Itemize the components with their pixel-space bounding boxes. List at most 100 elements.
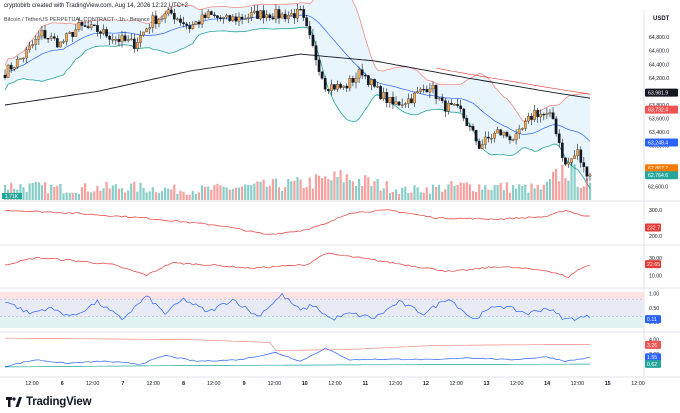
pane-value-tag xyxy=(645,260,661,269)
candle xyxy=(437,96,441,101)
candle xyxy=(71,31,75,42)
volume-bar xyxy=(339,170,342,200)
candle xyxy=(286,11,290,24)
volume-bar xyxy=(410,192,413,200)
candle-body xyxy=(166,9,170,15)
volume-bar xyxy=(505,182,508,200)
candle-body xyxy=(333,84,336,90)
pane-tick-label: 1.00 xyxy=(649,291,659,297)
candle xyxy=(176,17,179,21)
candle-body xyxy=(40,30,44,37)
pane-tick-label: 0.00 xyxy=(649,320,659,326)
candle xyxy=(579,146,583,168)
candle-body xyxy=(151,15,155,28)
volume-bar xyxy=(68,193,71,200)
pane-tick-label: 300.0 xyxy=(649,208,662,214)
candle-body xyxy=(139,35,142,43)
candle xyxy=(126,35,130,43)
candle-body xyxy=(370,79,373,86)
volume-bar xyxy=(465,182,468,200)
candle-body xyxy=(6,64,10,78)
volume-bar xyxy=(376,179,379,200)
volume-bar xyxy=(281,190,284,200)
candle xyxy=(265,10,269,22)
candle-body xyxy=(176,18,179,21)
volume-bar xyxy=(431,184,435,200)
volume-bar xyxy=(345,174,348,200)
candle xyxy=(182,16,185,28)
candle-body xyxy=(15,58,19,68)
volume-bar xyxy=(157,193,160,200)
candle xyxy=(40,25,44,40)
candle xyxy=(333,83,336,92)
candle-body xyxy=(132,38,136,49)
candle xyxy=(548,109,552,118)
volume-bar xyxy=(167,188,170,200)
candle-body xyxy=(348,78,352,89)
volume-bar xyxy=(93,191,96,200)
volume-bar xyxy=(425,187,428,200)
candle-body xyxy=(533,110,536,120)
candle-body xyxy=(28,45,31,50)
volume-bar xyxy=(552,171,555,200)
candle-body xyxy=(43,30,47,39)
candle xyxy=(77,17,81,32)
volume-bar xyxy=(241,186,244,200)
candle xyxy=(517,124,521,139)
volume-tag xyxy=(2,193,22,199)
volume-bar xyxy=(105,181,108,200)
candle xyxy=(533,105,536,123)
candle-body xyxy=(22,57,25,60)
candle xyxy=(394,96,398,105)
candle-body xyxy=(585,166,589,177)
volume-bar xyxy=(247,184,250,200)
volume-bar xyxy=(293,180,296,200)
candle xyxy=(55,35,59,48)
volume-bar xyxy=(274,178,277,200)
candle xyxy=(487,131,490,143)
candle-body xyxy=(197,21,201,25)
volume-bar xyxy=(62,193,65,200)
volume-bar xyxy=(462,183,465,200)
volume-bar xyxy=(145,192,148,200)
candle xyxy=(49,32,53,42)
volume-bar xyxy=(237,187,241,200)
volume-bar xyxy=(561,164,564,200)
volume-bar xyxy=(379,190,382,200)
tradingview-logo[interactable]: TradingView xyxy=(6,396,92,408)
volume-bar xyxy=(194,193,197,200)
candle xyxy=(160,15,164,22)
volume-bar xyxy=(573,164,576,200)
candle xyxy=(508,134,512,144)
candle xyxy=(145,27,148,33)
price-tag-label: 63,981.9 xyxy=(648,91,668,97)
candle xyxy=(490,134,493,144)
time-tick-label: 12:00 xyxy=(146,381,160,387)
volume-bar xyxy=(164,187,167,200)
volume-bar xyxy=(311,188,314,200)
volume-bar xyxy=(133,181,136,200)
candle-body xyxy=(102,29,105,34)
pane-tick-label: 30.00 xyxy=(649,256,662,262)
candle-body xyxy=(117,39,121,42)
candle-body xyxy=(499,129,503,136)
volume-bar xyxy=(90,192,93,200)
candle-body xyxy=(259,10,262,19)
time-tick-label: 8 xyxy=(182,381,185,387)
candle xyxy=(339,82,342,90)
candle-body xyxy=(262,10,265,19)
candle xyxy=(154,10,158,29)
candle-body xyxy=(62,41,65,43)
candle-body xyxy=(397,101,401,106)
volume-bar xyxy=(364,175,367,200)
candle-body xyxy=(406,98,410,104)
time-tick-label: 10 xyxy=(302,381,308,387)
volume-bar xyxy=(314,174,318,200)
volume-bar xyxy=(228,189,231,200)
neutral-zone xyxy=(0,299,644,317)
volume-bar xyxy=(558,181,561,200)
candle xyxy=(19,58,22,60)
volume-bar xyxy=(40,185,43,200)
time-tick-label: 12:00 xyxy=(449,381,463,387)
volume-bar xyxy=(37,182,40,200)
